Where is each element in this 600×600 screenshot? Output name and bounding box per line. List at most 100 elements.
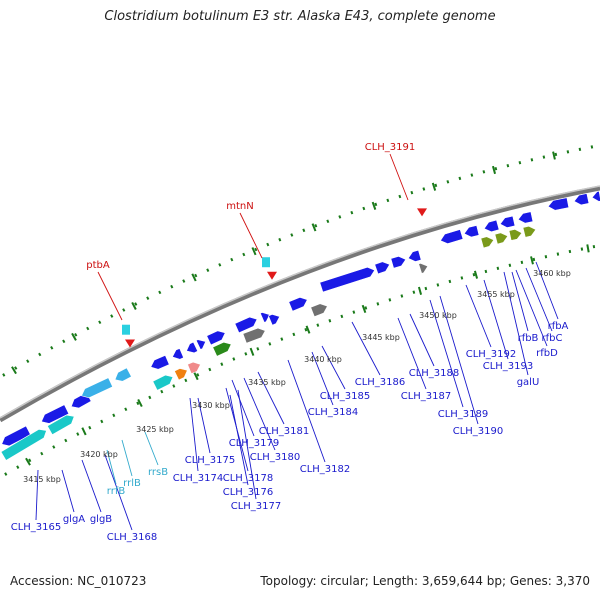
tick-mark xyxy=(208,367,212,372)
tick-mark xyxy=(148,395,152,400)
tick-mark xyxy=(304,327,308,332)
tick-mark-major xyxy=(361,304,367,314)
tick-mark xyxy=(518,160,522,165)
tick-mark xyxy=(352,310,356,314)
tick-mark xyxy=(316,323,320,327)
gene-label: CLH_3168 xyxy=(107,532,158,543)
tick-mark xyxy=(386,198,390,203)
tick-mark-major xyxy=(417,286,423,295)
tick-mark xyxy=(374,202,378,207)
tick-mark xyxy=(158,290,162,295)
tick-mark xyxy=(254,247,258,252)
leader-line xyxy=(503,271,529,376)
leader-line xyxy=(35,469,39,521)
inner-tick-row xyxy=(4,244,596,476)
gene-label: CLH_3179 xyxy=(229,438,280,449)
tick-mark xyxy=(38,352,42,357)
tick-mark xyxy=(508,263,512,267)
gene-arrow xyxy=(0,429,47,461)
tick-mark xyxy=(98,320,102,325)
tick-mark-major xyxy=(473,270,479,279)
kbp-label: 3435 kbp xyxy=(248,378,286,387)
tick-mark-major xyxy=(81,427,87,436)
gene-label: CLH_3189 xyxy=(438,409,489,420)
leader-line xyxy=(351,321,381,376)
tick-mark xyxy=(398,194,402,199)
tick-mark xyxy=(422,187,426,191)
kbp-label: 3445 kbp xyxy=(362,333,400,342)
tick-mark xyxy=(232,357,236,361)
leader-line xyxy=(239,212,263,259)
gene-label: CLH_3181 xyxy=(259,426,310,437)
leader-line xyxy=(189,397,199,472)
leader-line xyxy=(321,345,346,390)
leader-line xyxy=(121,439,133,477)
tick-mark xyxy=(28,458,32,463)
label-leader-lines xyxy=(35,153,559,531)
gene-label: CLH_3180 xyxy=(250,452,301,463)
leader-line xyxy=(97,271,123,321)
tick-mark xyxy=(340,314,344,319)
gene-arrow xyxy=(319,266,376,293)
gene-arrow xyxy=(195,339,207,350)
gene-label: CLH_3188 xyxy=(409,368,460,379)
tick-mark-major xyxy=(552,151,556,160)
tick-mark xyxy=(230,257,234,262)
leader-line xyxy=(483,279,509,360)
gene-label: CLH_3182 xyxy=(300,464,351,475)
gene-arrow xyxy=(46,414,75,436)
tick-mark xyxy=(86,326,90,331)
gene-arrow xyxy=(517,211,534,224)
tick-mark xyxy=(290,233,294,237)
tick-mark xyxy=(424,286,428,291)
gene-arrow xyxy=(573,193,590,206)
tick-mark xyxy=(14,366,18,370)
gene-label: rfbC xyxy=(542,333,563,344)
tick-mark-major xyxy=(131,301,137,310)
tick-mark xyxy=(172,384,176,388)
tick-mark xyxy=(110,314,114,318)
tick-mark xyxy=(64,438,68,443)
gene-label: CLH_3187 xyxy=(401,391,452,402)
leader-line xyxy=(287,359,326,463)
gene-arrow xyxy=(259,312,271,323)
kbp-label: 3460 kbp xyxy=(533,269,571,278)
tick-mark xyxy=(578,147,582,152)
tick-mark xyxy=(278,237,282,242)
tick-mark-major xyxy=(11,366,17,375)
tick-mark xyxy=(52,445,56,449)
genome-backbone xyxy=(0,185,600,423)
genome-summary-text: Topology: circular; Length: 3,659,644 bp… xyxy=(260,574,590,588)
tick-mark xyxy=(520,260,524,265)
leader-line xyxy=(511,271,529,332)
tick-mark xyxy=(182,279,186,283)
gene-arrow xyxy=(508,229,523,241)
tick-mark xyxy=(314,223,318,228)
gene-label: CLH_3175 xyxy=(185,455,236,466)
gene-arrow xyxy=(390,256,407,269)
leader-line xyxy=(465,284,492,348)
gene-label: CLH_3192 xyxy=(466,349,517,360)
tick-mark xyxy=(532,257,536,262)
gene-arrow xyxy=(494,232,509,245)
leader-line xyxy=(525,267,553,332)
tick-mark-major xyxy=(530,256,534,265)
leader-line xyxy=(231,379,255,437)
gene-label: CLH_3184 xyxy=(308,407,359,418)
tick-mark xyxy=(496,266,500,270)
tick-mark xyxy=(338,215,342,219)
tick-mark xyxy=(484,269,488,274)
gene-label: CLH_3193 xyxy=(483,361,534,372)
tick-mark-major xyxy=(586,244,590,253)
gene-arrow xyxy=(81,377,114,399)
gene-label: rrsB xyxy=(148,467,168,478)
gene-label: CLH_3176 xyxy=(223,487,274,498)
gene-arrow xyxy=(483,219,500,233)
gene-label: CLH_3190 xyxy=(453,426,504,437)
leader-line xyxy=(515,269,548,347)
tick-mark xyxy=(40,451,44,456)
leader-line xyxy=(229,394,249,486)
tick-mark xyxy=(2,373,6,377)
